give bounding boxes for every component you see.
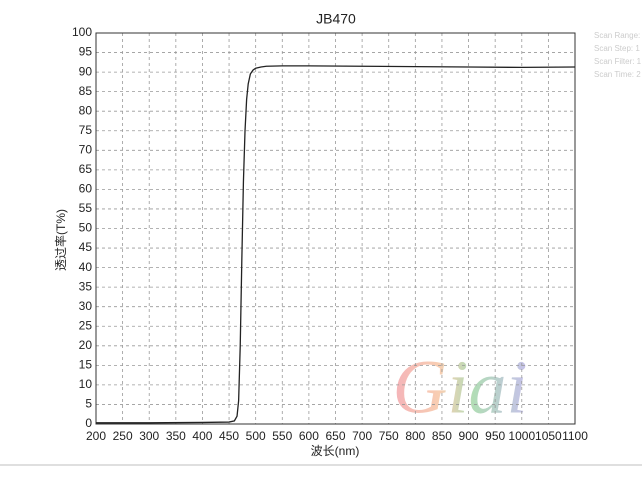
x-tick-label: 1050 xyxy=(535,429,562,443)
y-tick-label: 45 xyxy=(79,240,93,254)
y-tick-label: 25 xyxy=(79,318,93,332)
x-tick-label: 750 xyxy=(379,429,399,443)
y-tick-label: 5 xyxy=(85,397,92,411)
x-tick-label: 300 xyxy=(139,429,159,443)
y-tick-label: 15 xyxy=(79,358,93,372)
x-tick-label: 1000 xyxy=(508,429,535,443)
y-tick-label: 80 xyxy=(79,103,93,117)
x-tick-label: 900 xyxy=(459,429,479,443)
x-tick-label: 600 xyxy=(299,429,319,443)
annotation: Scan Range: xyxy=(594,31,640,40)
y-tick-label: 60 xyxy=(79,182,93,196)
annotation: Scan Step: 1 xyxy=(594,44,640,53)
y-tick-label: 90 xyxy=(79,64,93,78)
x-tick-label: 550 xyxy=(272,429,292,443)
plot-frame xyxy=(95,32,576,425)
chart-title: JB470 xyxy=(316,11,356,27)
x-tick-label: 450 xyxy=(219,429,239,443)
x-tick-label: 400 xyxy=(192,429,212,443)
annotation: Scan Time: 2 xyxy=(594,70,641,79)
x-tick-label: 200 xyxy=(86,429,106,443)
x-tick-label: 250 xyxy=(113,429,133,443)
x-tick-label: 350 xyxy=(166,429,186,443)
y-tick-label: 40 xyxy=(79,260,93,274)
x-tick-label: 1100 xyxy=(562,429,588,443)
y-tick-label: 0 xyxy=(85,416,92,430)
y-axis-label: 透过率(T%) xyxy=(53,209,68,271)
x-tick-label: 650 xyxy=(325,429,345,443)
watermark: Giai xyxy=(392,345,527,429)
y-tick-label: 20 xyxy=(79,338,93,352)
annotation: Scan Filter: 1 xyxy=(594,57,642,66)
y-tick-label: 10 xyxy=(79,377,93,391)
y-tick-label: 100 xyxy=(72,25,92,39)
y-tick-label: 95 xyxy=(79,45,93,59)
y-tick-label: 70 xyxy=(79,142,93,156)
x-tick-label: 500 xyxy=(246,429,266,443)
y-tick-label: 85 xyxy=(79,84,93,98)
x-tick-label: 950 xyxy=(485,429,505,443)
x-tick-label: 800 xyxy=(405,429,425,443)
x-axis-label: 波长(nm) xyxy=(311,444,360,458)
y-tick-label: 30 xyxy=(79,299,93,313)
y-tick-label: 50 xyxy=(79,221,93,235)
y-tick-label: 75 xyxy=(79,123,93,137)
y-tick-label: 65 xyxy=(79,162,93,176)
data-line xyxy=(96,65,576,424)
y-tick-label: 55 xyxy=(79,201,93,215)
y-tick-label: 35 xyxy=(79,279,93,293)
x-tick-label: 700 xyxy=(352,429,372,443)
x-tick-label: 850 xyxy=(432,429,452,443)
